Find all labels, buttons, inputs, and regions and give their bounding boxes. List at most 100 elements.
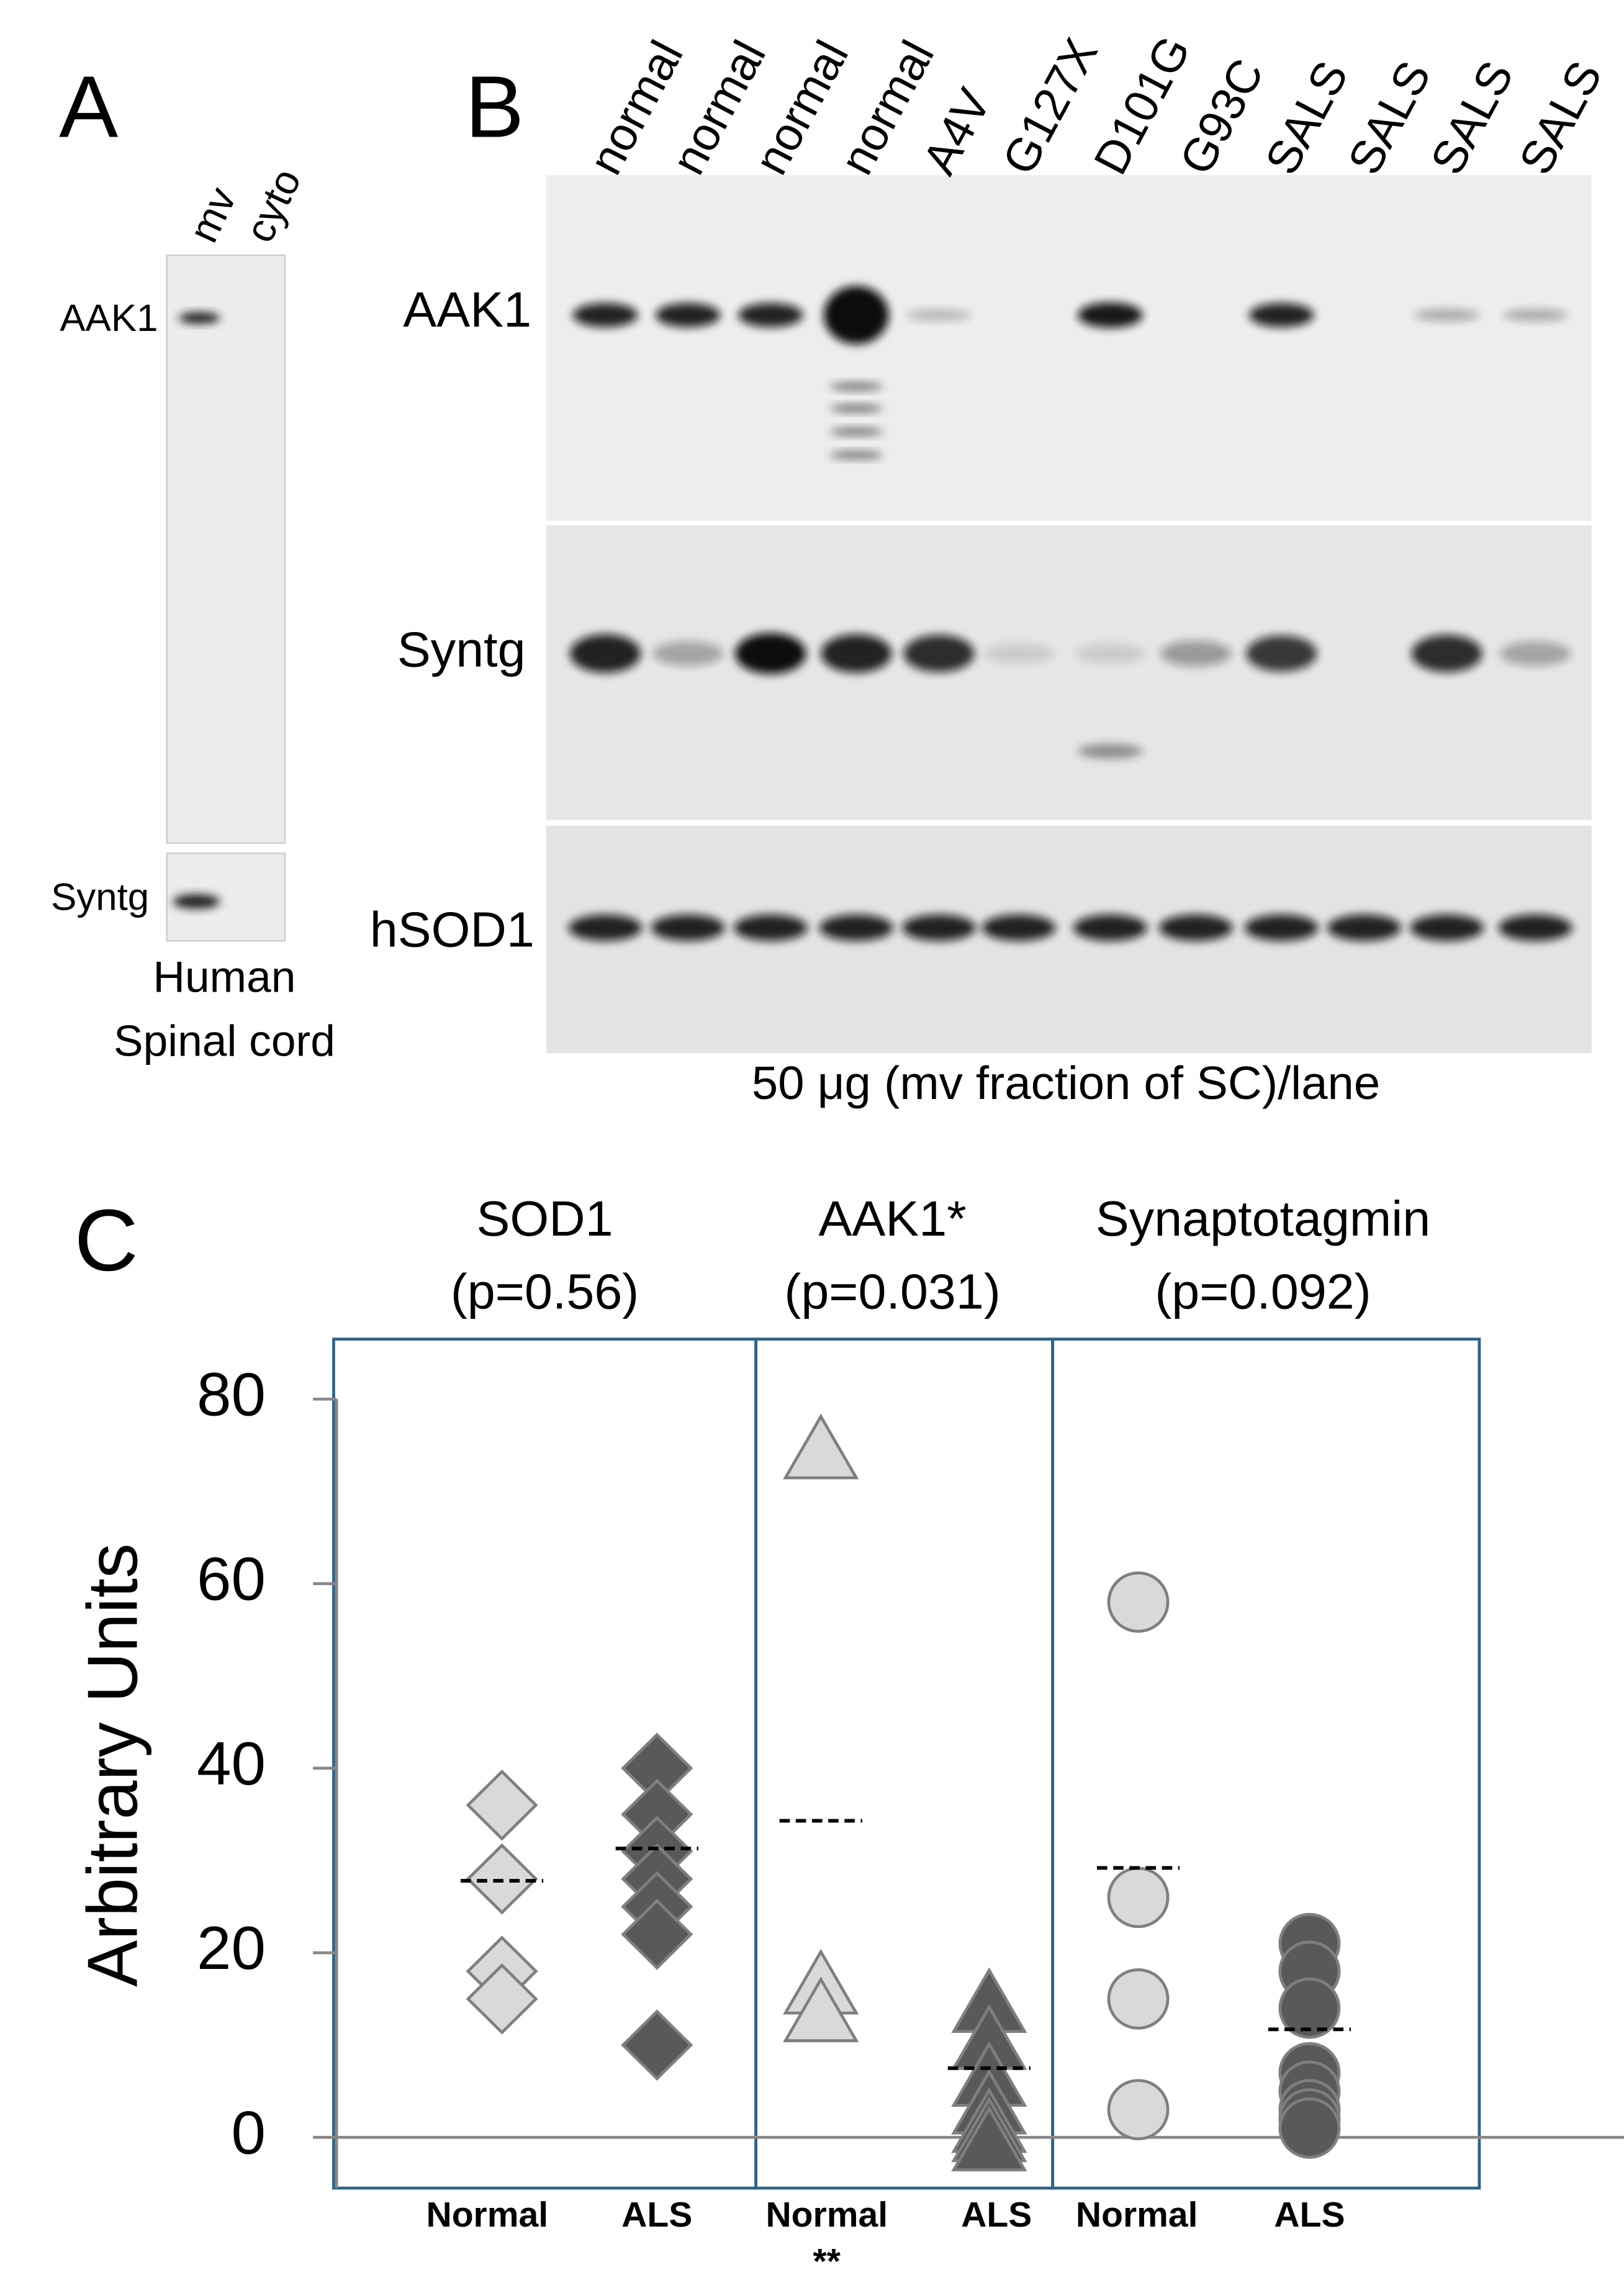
x-tick-label: Normal [426,2196,548,2235]
band [1078,302,1143,328]
lane-label: SALS [1421,53,1524,183]
point [1107,1968,1170,2030]
point [1278,2097,1341,2159]
point [1278,1977,1341,2039]
lane-label: SALS [1510,53,1613,183]
band [1160,640,1232,667]
band [983,643,1055,664]
band [829,450,883,460]
group-subtitle: (p=0.092) [1155,1264,1371,1319]
band [568,915,643,941]
band [651,915,725,941]
group-title: AAK1* [819,1191,967,1246]
band [906,309,972,321]
band [1502,309,1568,322]
band [1327,915,1401,941]
row-label: hSOD1 [370,902,535,957]
blot [546,525,1592,820]
band [1158,915,1233,941]
panel-label: B [465,58,524,156]
band [733,915,808,941]
group-title: Synaptotagmin [1096,1191,1430,1246]
point [621,2009,693,2081]
group-subtitle: (p=0.031) [784,1264,1000,1319]
point [621,1898,693,1970]
band [829,404,883,413]
point [951,2106,1027,2172]
blot [166,254,286,844]
band [1498,915,1572,941]
x-tick-label: ALS [961,2196,1032,2235]
caption: Spinal cord [114,1017,335,1066]
band [1500,641,1571,666]
point [466,1843,538,1915]
band [1078,744,1143,759]
lane-labels: normalnormalnormalnormalA4VG127XD101GG93… [579,28,1612,183]
row-label: Syntg [51,876,149,919]
point [1107,1571,1170,1633]
band [1411,635,1482,672]
band [1075,643,1146,664]
lane-label: SALS [1255,53,1358,183]
point [1107,2079,1170,2141]
caption: Human [153,953,295,1002]
band [178,312,220,324]
row-label: Syntg [397,622,526,677]
band [902,915,976,941]
y-tick-label: 0 [232,2099,266,2167]
point [783,1976,859,2042]
band [981,915,1056,941]
blot [546,174,1592,521]
y-tick-label: 40 [197,1729,266,1798]
band [173,894,220,909]
y-tick-label: 20 [197,1914,266,1983]
row-label: AAK1 [60,297,158,340]
band [829,382,883,391]
band [1246,635,1317,672]
x-tick-label: Normal [765,2196,888,2235]
group-title: SOD1 [476,1191,613,1246]
band [1248,302,1314,327]
band [655,302,721,327]
band [738,302,803,327]
band [824,286,889,345]
band [821,634,892,673]
y-tick-label: 80 [197,1360,266,1429]
group-box [332,1337,758,2190]
band [569,634,641,673]
group-subtitle: (p=0.56) [451,1264,639,1319]
panel-label: C [74,1192,138,1290]
y-axis-title: Arbitrary Units [73,1544,153,1987]
lane-label: cyto [237,162,310,249]
band [1410,915,1484,941]
band [903,635,975,672]
band [1073,915,1147,941]
bands [568,286,1572,941]
point [1107,1866,1170,1929]
band [652,641,724,666]
x-tick-label: ALS [621,2196,692,2235]
y-tick-label: 60 [197,1545,266,1613]
caption: 50 μg (mv fraction of SC)/lane [752,1058,1380,1110]
point [466,1963,538,2035]
point [466,1769,538,1841]
group-box [1051,1337,1481,2190]
point [783,1413,859,1480]
band [819,915,893,941]
x-tick-label: Normal [1076,2196,1198,2235]
band [829,427,883,437]
row-label: AAK1 [403,283,531,338]
x-tick-note: ** [813,2242,841,2280]
band [735,633,806,674]
blot [546,825,1592,1054]
lane-label: SALS [1338,53,1441,183]
lane-label: A4V [913,80,1001,183]
x-tick-label: ALS [1274,2196,1345,2235]
band [1244,915,1319,941]
band [1414,309,1479,322]
band [572,302,638,327]
lane-label: mv [180,181,245,250]
chart: SOD1 (p=0.56) AAK1* (p=0.031) Synaptotagmin (… [197,1191,1624,2280]
panel-label: A [59,58,119,156]
